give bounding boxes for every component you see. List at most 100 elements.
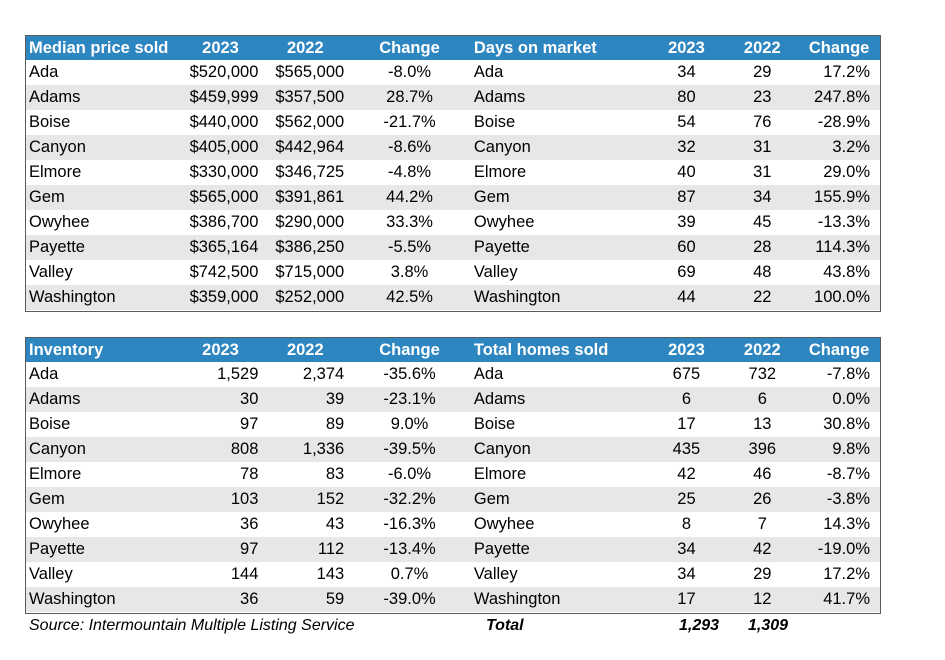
header-cell: 2022: [286, 38, 324, 57]
table-cell: 89: [325, 415, 345, 433]
table-cell: 17: [677, 590, 696, 608]
table-row: Ada $520,000 $565,000 -8.0% Ada 34 29 17.2%: [26, 60, 880, 85]
table-cell: -19.0%: [817, 540, 870, 558]
table-cell: $459,999: [189, 88, 259, 106]
table-cell: -32.2%: [383, 490, 436, 508]
table-cell: 29.0%: [823, 163, 870, 181]
table-cell: $252,000: [275, 288, 345, 306]
header-cell: Inventory: [29, 340, 104, 359]
table-cell: $440,000: [189, 113, 259, 131]
table-cell: Canyon: [29, 440, 86, 458]
table-cell: 46: [753, 465, 772, 483]
table-row: Elmore 78 83 -6.0% Elmore 42 46 -8.7%: [26, 462, 880, 487]
table-row: Gem 103 152 -32.2% Gem 25 26 -3.8%: [26, 487, 880, 512]
table-cell: Ada: [29, 365, 59, 383]
table-cell: Owyhee: [473, 213, 535, 231]
table-cell: 675: [672, 365, 701, 383]
table-cell: 0.7%: [390, 565, 429, 583]
table-cell: 31: [753, 163, 772, 181]
table-cell: 23: [753, 88, 772, 106]
table-cell: $565,000: [189, 188, 259, 206]
total-2022: 1,309: [747, 617, 789, 634]
table-cell: 39: [677, 213, 696, 231]
table-cell: 9.8%: [832, 440, 870, 458]
table-row: Valley $742,500 $715,000 3.8% Valley 69 48 43.8…: [26, 260, 880, 285]
header-cell: 2023: [202, 340, 239, 359]
table-cell: 6: [757, 390, 767, 408]
table-cell: -6.0%: [387, 465, 432, 483]
total-2023: 1,293: [678, 617, 720, 634]
table-cell: 34: [677, 565, 696, 583]
table-cell: 44: [677, 288, 696, 306]
table-cell: 97: [240, 415, 259, 433]
table-cell: Owyhee: [473, 515, 535, 533]
table-cell: 17: [677, 415, 696, 433]
table-row: Washington 36 59 -39.0% Washington 17 12 41.7%: [26, 587, 880, 612]
table-cell: -23.1%: [383, 390, 436, 408]
table-cell: Valley: [473, 263, 518, 281]
table-cell: 36: [240, 590, 259, 608]
table-cell: Valley: [473, 565, 518, 583]
table-cell: Gem: [29, 490, 65, 508]
table-cell: 69: [677, 263, 696, 281]
table-cell: Valley: [29, 565, 73, 583]
table-cell: 732: [748, 365, 777, 383]
table-cell: $391,861: [275, 188, 345, 206]
table-cell: Boise: [473, 415, 516, 433]
table-cell: 152: [316, 490, 345, 508]
table-cell: $386,700: [189, 213, 259, 231]
table-cell: 17.2%: [823, 565, 870, 583]
table-cell: 45: [753, 213, 772, 231]
table-header-row: Median price sold 2023 2022 Change Days on m…: [26, 36, 880, 60]
table-cell: Ada: [29, 63, 59, 81]
table-row: Washington $359,000 $252,000 42.5% Washingto…: [26, 285, 880, 310]
table-cell: 3.2%: [832, 138, 870, 156]
table-cell: 36: [240, 515, 259, 533]
table-cell: 22: [753, 288, 772, 306]
table-cell: 29: [753, 565, 772, 583]
table-cell: 103: [230, 490, 259, 508]
table-cell: -28.9%: [817, 113, 870, 131]
footer-row: Source: Intermountain Multiple Listing S…: [25, 614, 881, 638]
table-cell: Washington: [29, 590, 116, 608]
table-cell: -39.5%: [383, 440, 436, 458]
table-row: Adams 30 39 -23.1% Adams 6 6 0.0%: [26, 387, 880, 412]
table-cell: Boise: [473, 113, 516, 131]
table-cell: Adams: [29, 88, 81, 106]
table-cell: Washington: [473, 590, 561, 608]
table-cell: Elmore: [473, 163, 527, 181]
table-cell: 44.2%: [386, 188, 433, 206]
table-cell: 54: [677, 113, 696, 131]
table-cell: -3.8%: [826, 490, 870, 508]
table-cell: $715,000: [275, 263, 345, 281]
table-cell: 97: [240, 540, 259, 558]
table-cell: Owyhee: [29, 515, 90, 533]
table-cell: 29: [753, 63, 772, 81]
table-cell: Adams: [473, 390, 526, 408]
table-cell: 31: [753, 138, 772, 156]
table-cell: 33.3%: [386, 213, 433, 231]
table-cell: Owyhee: [29, 213, 90, 231]
header-cell: 2022: [743, 38, 781, 57]
table-cell: $742,500: [189, 263, 259, 281]
table-cell: 247.8%: [814, 88, 870, 106]
table-cell: -8.6%: [387, 138, 432, 156]
total-label: Total: [486, 617, 524, 634]
source-note: Source: Intermountain Multiple Listing S…: [29, 617, 355, 634]
table-cell: 32: [677, 138, 696, 156]
table-cell: 6: [681, 390, 692, 408]
table-cell: $565,000: [275, 63, 345, 81]
table-cell: 143: [316, 565, 345, 583]
table-cell: $520,000: [189, 63, 259, 81]
table-header-row: Inventory 2023 2022 Change Total homes sold 2…: [26, 338, 880, 362]
table-cell: 26: [753, 490, 772, 508]
table-cell: 9.0%: [390, 415, 429, 433]
table-row: Canyon 808 1,336 -39.5% Canyon 435 396 9.8%: [26, 437, 880, 462]
table-cell: -13.4%: [383, 540, 436, 558]
table-cell: 34: [677, 63, 696, 81]
table-cell: 7: [757, 515, 767, 533]
table-cell: Canyon: [473, 138, 531, 156]
table-row: Canyon $405,000 $442,964 -8.6% Canyon 32 31 3.2…: [26, 135, 880, 160]
table-median-price-days-on-market: Median price sold 2023 2022 Change Days on m…: [25, 35, 881, 312]
table-cell: -5.5%: [387, 238, 432, 256]
